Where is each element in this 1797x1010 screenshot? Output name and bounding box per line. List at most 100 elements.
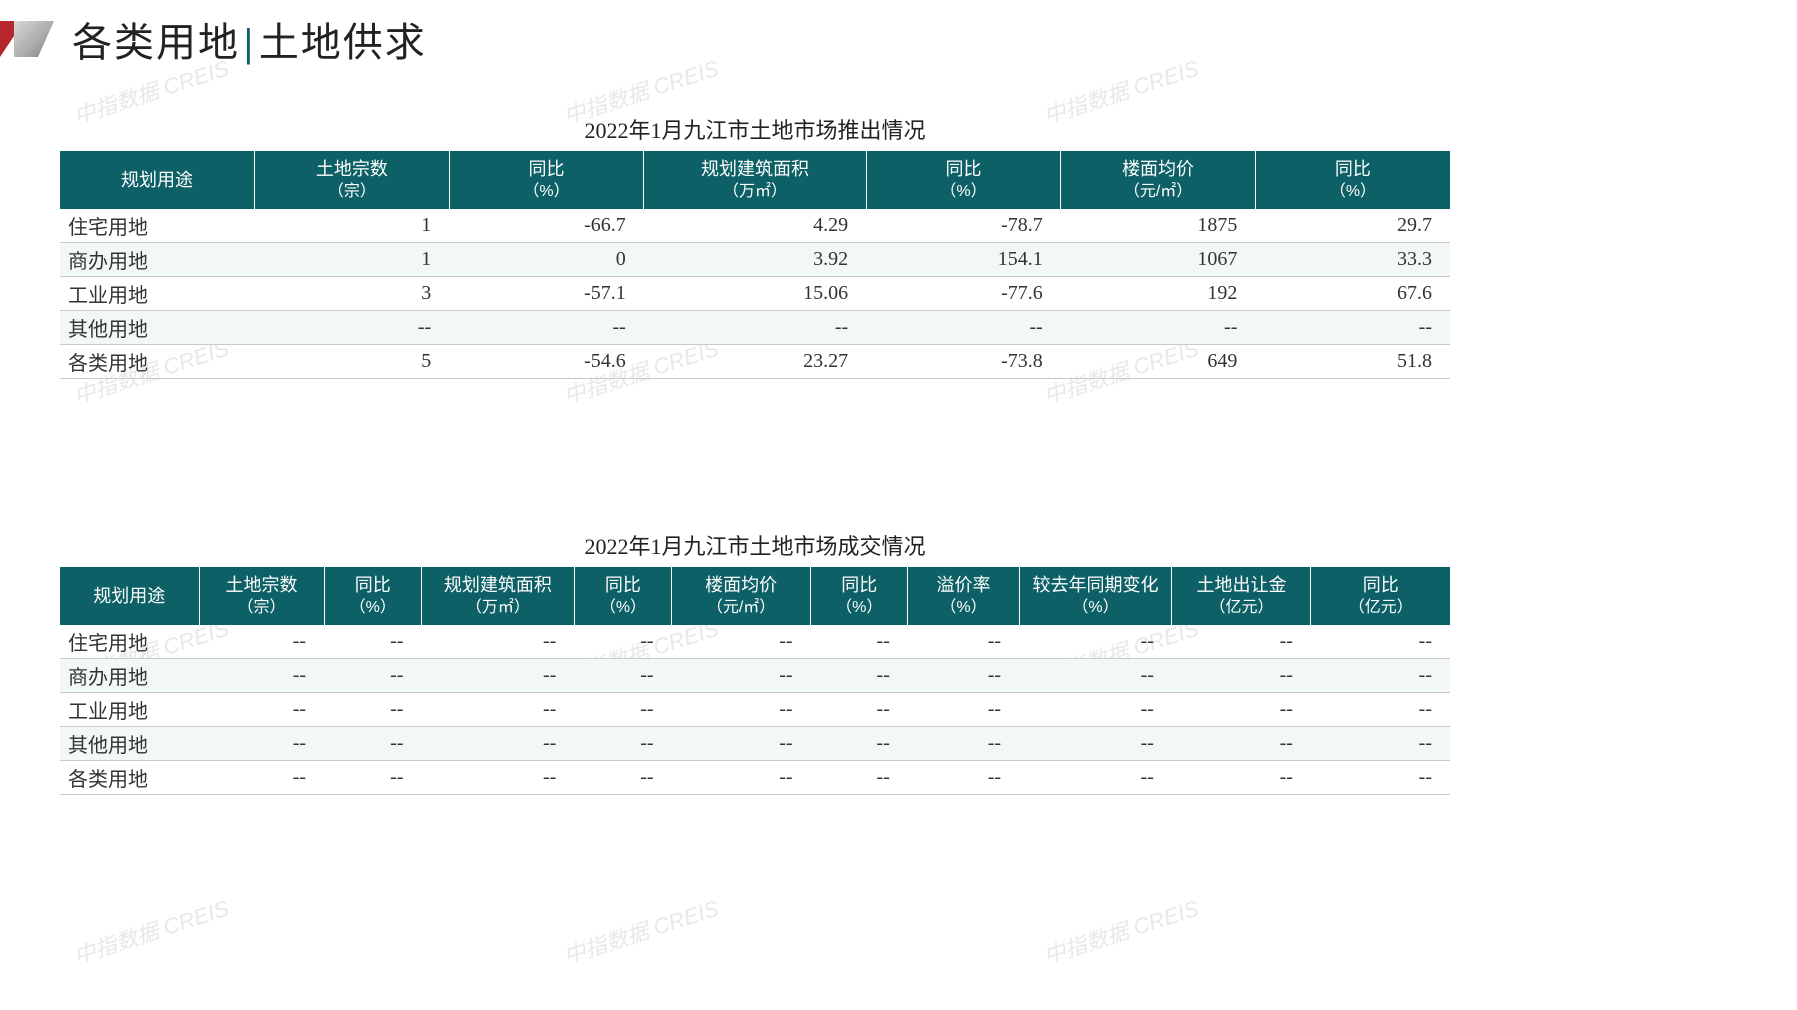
table2-cell: -- — [1311, 658, 1450, 692]
table2-cell: -- — [811, 692, 908, 726]
table2-row-label: 商办用地 — [60, 658, 199, 692]
table1-cell: 33.3 — [1255, 242, 1450, 276]
table2-cell: -- — [1019, 692, 1172, 726]
table1-col-5-main: 楼面均价 — [1122, 159, 1194, 179]
table1-col-4: 同比（%） — [866, 151, 1061, 209]
table1-cell: 67.6 — [1255, 276, 1450, 310]
table1-cell: -- — [644, 310, 866, 344]
table2-col-1-sub: （宗） — [204, 597, 320, 619]
table1-cell: 51.8 — [1255, 344, 1450, 378]
table2-cell: -- — [811, 625, 908, 659]
table2-col-6-sub: （%） — [815, 597, 903, 619]
table2-row: 其他用地-------------------- — [60, 726, 1450, 760]
table1-cell: -- — [1255, 310, 1450, 344]
table2-col-4-sub: （%） — [579, 597, 667, 619]
table2-col-2-sub: （%） — [329, 597, 417, 619]
table2-row-label: 住宅用地 — [60, 625, 199, 659]
table1-col-1-sub: （宗） — [259, 181, 445, 203]
table2-cell: -- — [1172, 726, 1311, 760]
table2-cell: -- — [908, 726, 1019, 760]
logo — [0, 21, 54, 57]
table2-cell: -- — [199, 625, 324, 659]
table2-col-5-main: 楼面均价 — [705, 575, 777, 595]
table1-cell: 3 — [255, 276, 450, 310]
table2-cell: -- — [672, 692, 811, 726]
table2-col-6: 同比（%） — [811, 567, 908, 625]
table2-cell: -- — [1019, 625, 1172, 659]
table2-cell: -- — [421, 726, 574, 760]
table2-row-label: 工业用地 — [60, 692, 199, 726]
table2-header-row: 规划用途土地宗数（宗）同比（%）规划建筑面积（万㎡）同比（%）楼面均价（元/㎡）… — [60, 567, 1450, 625]
table2-col-1: 土地宗数（宗） — [199, 567, 324, 625]
table2-cell: -- — [811, 658, 908, 692]
table1-cell: 15.06 — [644, 276, 866, 310]
table1-col-1-main: 土地宗数 — [316, 159, 388, 179]
table1-cell: 1 — [255, 242, 450, 276]
table2-cell: -- — [1172, 760, 1311, 794]
table2-cell: -- — [199, 760, 324, 794]
table1-cell: 4.29 — [644, 209, 866, 243]
table2-col-7: 溢价率（%） — [908, 567, 1019, 625]
table1-col-4-sub: （%） — [871, 181, 1057, 203]
table1-col-0: 规划用途 — [60, 151, 255, 209]
table1-cell: 1067 — [1061, 242, 1256, 276]
table1-col-5: 楼面均价（元/㎡） — [1061, 151, 1256, 209]
table2-col-8: 较去年同期变化（%） — [1019, 567, 1172, 625]
table1-cell: -- — [1061, 310, 1256, 344]
table2-cell: -- — [574, 625, 671, 659]
table2-col-3-main: 规划建筑面积 — [444, 575, 552, 595]
table2-cell: -- — [324, 658, 421, 692]
table1-cell: 192 — [1061, 276, 1256, 310]
table1-col-6: 同比（%） — [1255, 151, 1450, 209]
watermark-text: 中指数据 CREIS — [559, 891, 722, 971]
table2-col-7-sub: （%） — [912, 597, 1014, 619]
table2-cell: -- — [199, 692, 324, 726]
table1-row-label: 工业用地 — [60, 276, 255, 310]
table1-cell: -- — [255, 310, 450, 344]
table2-row-label: 各类用地 — [60, 760, 199, 794]
table2-cell: -- — [672, 760, 811, 794]
table2-cell: -- — [421, 625, 574, 659]
table2-col-10-main: 同比 — [1363, 575, 1399, 595]
table2-cell: -- — [421, 760, 574, 794]
table1-col-3-main: 规划建筑面积 — [701, 159, 809, 179]
table2-row: 住宅用地-------------------- — [60, 625, 1450, 659]
table2-cell: -- — [199, 726, 324, 760]
table-supply: 规划用途土地宗数（宗）同比（%）规划建筑面积（万㎡）同比（%）楼面均价（元/㎡）… — [60, 151, 1450, 379]
table2-col-3-sub: （万㎡） — [426, 597, 570, 619]
table2-cell: -- — [199, 658, 324, 692]
table2-row: 工业用地-------------------- — [60, 692, 1450, 726]
table2-col-4: 同比（%） — [574, 567, 671, 625]
table2-cell: -- — [1172, 692, 1311, 726]
table2-cell: -- — [324, 625, 421, 659]
table2-cell: -- — [574, 760, 671, 794]
table1-cell: 5 — [255, 344, 450, 378]
table1-row: 商办用地103.92154.1106733.3 — [60, 242, 1450, 276]
table2-cell: -- — [1019, 760, 1172, 794]
table2-cell: -- — [324, 692, 421, 726]
table2-cell: -- — [1311, 726, 1450, 760]
table1-cell: -- — [449, 310, 644, 344]
table2-col-0: 规划用途 — [60, 567, 199, 625]
table2-col-2-main: 同比 — [355, 575, 391, 595]
table2-col-10: 同比（亿元） — [1311, 567, 1450, 625]
title-right: 土地供求 — [259, 20, 427, 65]
table2-cell: -- — [1311, 692, 1450, 726]
table2-cell: -- — [672, 658, 811, 692]
table2-cell: -- — [1019, 726, 1172, 760]
table1-cell: 1 — [255, 209, 450, 243]
table1-cell: -66.7 — [449, 209, 644, 243]
table2-col-1-main: 土地宗数 — [226, 575, 298, 595]
table1-cell: -78.7 — [866, 209, 1061, 243]
table1-col-4-main: 同比 — [945, 159, 981, 179]
table2-cell: -- — [1172, 658, 1311, 692]
table2-col-9: 土地出让金（亿元） — [1172, 567, 1311, 625]
table1-col-6-sub: （%） — [1260, 181, 1446, 203]
table2-col-4-main: 同比 — [605, 575, 641, 595]
table1-row-label: 商办用地 — [60, 242, 255, 276]
table2-col-2: 同比（%） — [324, 567, 421, 625]
table1-col-2: 同比（%） — [449, 151, 644, 209]
table2-row: 商办用地-------------------- — [60, 658, 1450, 692]
table1-cell: 1875 — [1061, 209, 1256, 243]
table-transaction: 规划用途土地宗数（宗）同比（%）规划建筑面积（万㎡）同比（%）楼面均价（元/㎡）… — [60, 567, 1450, 795]
